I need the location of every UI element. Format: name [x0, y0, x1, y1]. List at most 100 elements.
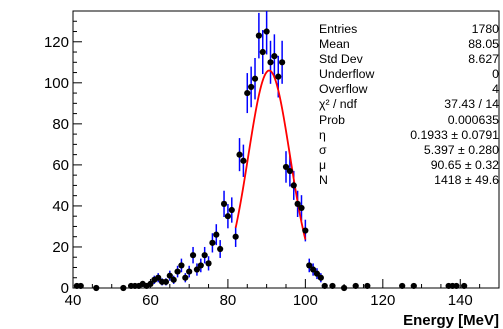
- data-point: [217, 245, 224, 253]
- data-point: [298, 204, 305, 212]
- data-point: [201, 252, 208, 259]
- data-point: [178, 262, 185, 269]
- y-tick-label: 40: [52, 198, 69, 215]
- stats-row: Std Dev 8.627: [319, 52, 499, 67]
- stats-value: 8.627: [468, 52, 499, 67]
- data-point: [259, 48, 266, 56]
- data-point: [399, 282, 406, 290]
- data-point: [170, 276, 177, 283]
- data-point: [302, 227, 309, 234]
- stats-name: Overflow: [319, 82, 368, 97]
- data-point: [213, 231, 220, 238]
- data-point: [244, 89, 251, 97]
- data-point: [282, 163, 290, 171]
- data-point: [236, 151, 243, 158]
- stats-row: Mean 88.05: [319, 37, 499, 52]
- stats-value: 5.397 ± 0.280: [423, 142, 499, 157]
- data-point: [228, 206, 235, 214]
- data-point: [193, 266, 201, 273]
- data-point: [317, 274, 324, 281]
- stats-name: Std Dev: [319, 52, 363, 67]
- data-points: [73, 28, 468, 292]
- y-tick-label: 60: [52, 157, 69, 174]
- x-tick-label: 80: [220, 292, 237, 309]
- stats-value: 88.05: [468, 37, 499, 52]
- data-point: [120, 284, 127, 292]
- data-point: [147, 280, 154, 287]
- data-point: [321, 282, 328, 290]
- fit-curve-group: [234, 69, 307, 240]
- stats-value: 0.1933 ± 0.0791: [410, 127, 499, 142]
- data-point: [453, 282, 460, 290]
- stats-row: μ 90.65 ± 0.32: [319, 158, 499, 173]
- data-point: [306, 262, 313, 269]
- data-point: [174, 268, 181, 275]
- stats-row: Underflow 0: [319, 67, 499, 82]
- data-point: [209, 239, 216, 246]
- stats-value: 90.65 ± 0.32: [430, 157, 499, 172]
- data-point: [294, 200, 301, 207]
- stats-value: 1418 ± 49.6: [434, 172, 499, 187]
- stats-name: η: [319, 127, 326, 142]
- stats-name: μ: [319, 157, 327, 172]
- data-point: [220, 200, 228, 207]
- data-point: [93, 284, 100, 292]
- stats-value: 37.43 / 14: [444, 97, 499, 112]
- stats-name: σ: [319, 142, 327, 157]
- stats-name: Entries: [319, 22, 358, 36]
- x-tick-label: 120: [370, 292, 395, 309]
- stats-row: Entries 1780: [319, 22, 499, 37]
- stats-name: Prob: [319, 112, 345, 127]
- data-point: [310, 266, 317, 273]
- stats-value: 0: [492, 67, 499, 82]
- data-point: [275, 73, 282, 80]
- data-point: [255, 32, 262, 39]
- data-point: [162, 278, 170, 285]
- data-point: [263, 28, 270, 35]
- data-point: [290, 182, 297, 189]
- stats-row: χ² / ndf 37.43 / 14: [319, 97, 499, 112]
- data-point: [186, 268, 193, 275]
- stats-value: 4: [492, 82, 499, 97]
- data-point: [271, 53, 278, 60]
- y-tick-label: 80: [52, 116, 69, 133]
- stats-row: Prob 0.000635: [319, 113, 499, 128]
- x-axis-title: Energy [MeV]: [403, 312, 499, 329]
- stats-name: Mean: [319, 37, 350, 52]
- y-tick-label: 0: [61, 280, 69, 297]
- stats-name: χ² / ndf: [319, 97, 357, 112]
- axis-tick-labels: 40 60 80 100 120 140 0 20 40 60 80 100 120: [44, 34, 473, 309]
- data-point: [364, 282, 371, 290]
- stats-row: σ 5.397 ± 0.280: [319, 143, 499, 158]
- data-point: [205, 260, 212, 267]
- data-point: [410, 282, 417, 290]
- x-tick-label: 140: [448, 292, 473, 309]
- gaussian-fit-curve: [234, 69, 307, 240]
- x-tick-label: 40: [65, 292, 82, 309]
- axis-ticks: [72, 10, 500, 289]
- y-tick-label: 120: [44, 34, 69, 51]
- data-point: [182, 274, 189, 281]
- stats-name: N: [319, 172, 328, 187]
- data-point: [224, 213, 232, 220]
- data-point: [155, 274, 162, 281]
- stats-value: 0.000635: [447, 112, 499, 127]
- stats-row: Overflow 4: [319, 82, 499, 97]
- stats-row: N 1418 ± 49.6: [319, 173, 499, 188]
- stats-name: Underflow: [319, 67, 375, 82]
- data-point: [166, 272, 173, 279]
- stats-box: Entries 1780 Mean 88.05 Std Dev 8.627 Underflo…: [319, 22, 499, 188]
- data-point: [240, 157, 247, 164]
- data-point: [189, 252, 197, 259]
- data-point: [340, 284, 348, 292]
- y-tick-label: 100: [44, 75, 69, 92]
- data-point: [77, 282, 84, 290]
- data-point: [461, 282, 468, 290]
- data-point: [352, 282, 359, 290]
- data-point: [313, 270, 321, 277]
- data-point: [286, 167, 293, 175]
- stats-row: η 0.1933 ± 0.0791: [319, 128, 499, 143]
- data-point: [267, 59, 274, 66]
- data-point: [329, 282, 336, 290]
